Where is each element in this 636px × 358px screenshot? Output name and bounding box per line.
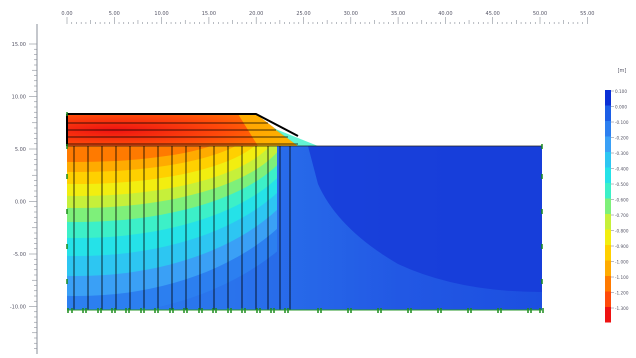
- top-ruler-label: 55.00: [580, 11, 594, 17]
- top-ruler-label: 0.00: [61, 11, 72, 17]
- legend-value: -0.400: [615, 167, 629, 172]
- boundary-markers: [66, 112, 544, 313]
- legend-value: -1.100: [615, 275, 629, 280]
- legend-swatch: [605, 183, 611, 199]
- plot-canvas[interactable]: [38, 24, 598, 354]
- left-ruler-label: -10.00: [10, 305, 26, 311]
- color-legend: [m] 0.100 0.000 -0.100 -0.200 -0.300 -0.400 -0.…: [605, 68, 629, 323]
- embankment-outline: [67, 113, 299, 137]
- legend-swatch: [605, 136, 611, 152]
- legend-value: -0.100: [615, 120, 629, 125]
- legend-value: -1.300: [615, 306, 629, 311]
- top-ruler-label: 50.00: [533, 11, 547, 17]
- legend-value: 0.100: [615, 89, 627, 94]
- legend-value: -0.200: [615, 136, 629, 141]
- left-ruler-label: 0.00: [15, 200, 26, 206]
- legend-value: -1.200: [615, 291, 629, 296]
- legend-swatch: [605, 121, 611, 137]
- legend-swatch: [605, 214, 611, 230]
- top-ruler-label: 15.00: [202, 11, 216, 17]
- legend-unit: [m]: [618, 68, 627, 74]
- legend-swatch: [605, 198, 611, 214]
- left-ruler-label: -5.00: [13, 252, 26, 258]
- top-ruler-label: 35.00: [391, 11, 405, 17]
- legend-swatch: [605, 307, 611, 323]
- legend-value: -0.300: [615, 151, 629, 156]
- legend-value: -0.900: [615, 244, 629, 249]
- left-ruler-label: 5.00: [15, 147, 26, 153]
- left-ruler-label: 15.00: [12, 42, 26, 48]
- left-ruler-label: 10.00: [12, 95, 26, 101]
- legend-value: -0.700: [615, 213, 629, 218]
- top-ruler-label: 25.00: [296, 11, 310, 17]
- legend-swatch: [605, 260, 611, 276]
- legend-swatch: [605, 245, 611, 261]
- legend-value: -0.600: [615, 198, 629, 203]
- legend-swatch: [605, 152, 611, 168]
- legend-value: 0.000: [615, 105, 627, 110]
- embankment-toe: [273, 128, 318, 146]
- top-ruler-label: 5.00: [109, 11, 120, 17]
- top-ruler-label: 10.00: [154, 11, 168, 17]
- legend-value: -1.000: [615, 260, 629, 265]
- legend-swatch: [605, 167, 611, 183]
- legend-value: -0.500: [615, 182, 629, 187]
- layer-lines: [67, 122, 542, 147]
- legend-swatch: [605, 291, 611, 307]
- left-ruler: 15.00 10.00 5.00 0.00 -5.00 -10.00: [10, 24, 38, 354]
- legend-swatch: [605, 229, 611, 245]
- legend-swatch: [605, 90, 611, 106]
- top-ruler-label: 30.00: [344, 11, 358, 17]
- top-ruler-label: 40.00: [438, 11, 452, 17]
- legend-swatch: [605, 105, 611, 121]
- legend-swatch: [605, 276, 611, 292]
- top-ruler-label: 45.00: [486, 11, 500, 17]
- legend-value: -0.800: [615, 229, 629, 234]
- vertical-drains: [73, 146, 291, 310]
- deep-blue-zone: [308, 146, 542, 292]
- top-ruler-label: 20.00: [249, 11, 263, 17]
